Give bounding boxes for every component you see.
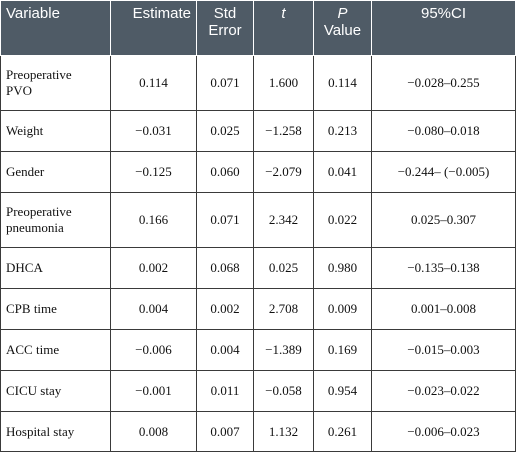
cell-variable: Gender <box>0 151 111 193</box>
cell-p: 0.041 <box>313 151 372 193</box>
cell-ci: −0.015–0.003 <box>371 329 516 371</box>
header-std-error-line2: Error <box>208 22 242 39</box>
table-row: Hospital stay 0.008 0.007 1.132 0.261 −0… <box>0 411 516 452</box>
cell-t: −1.258 <box>253 110 314 152</box>
table-row: Weight −0.031 0.025 −1.258 0.213 −0.080–… <box>0 110 516 152</box>
cell-t: −1.389 <box>253 329 314 371</box>
variable-line2: pneumonia <box>6 220 64 235</box>
header-std-error: Std Error <box>196 0 254 56</box>
header-p-line1: P <box>337 5 348 22</box>
cell-ci: −0.023–0.022 <box>371 370 516 412</box>
table-row: CICU stay −0.001 0.011 −0.058 0.954 −0.0… <box>0 370 516 412</box>
cell-std-error: 0.007 <box>196 411 254 452</box>
cell-std-error: 0.071 <box>196 55 254 111</box>
cell-estimate: 0.114 <box>110 55 197 111</box>
table-row: Preoperative PVO 0.114 0.071 1.600 0.114 … <box>0 55 516 111</box>
header-p-line2: Value <box>323 22 362 39</box>
cell-p: 0.114 <box>313 55 372 111</box>
cell-t: 1.600 <box>253 55 314 111</box>
cell-p: 0.954 <box>313 370 372 412</box>
cell-ci: −0.028–0.255 <box>371 55 516 111</box>
cell-p: 0.169 <box>313 329 372 371</box>
header-variable: Variable <box>0 0 111 56</box>
cell-std-error: 0.071 <box>196 192 254 248</box>
cell-ci: −0.080–0.018 <box>371 110 516 152</box>
cell-ci: 0.001–0.008 <box>371 288 516 330</box>
cell-estimate: −0.001 <box>110 370 197 412</box>
header-p-value: P Value <box>313 0 372 56</box>
cell-variable: ACC time <box>0 329 111 371</box>
cell-t: −2.079 <box>253 151 314 193</box>
cell-ci: −0.006–0.023 <box>371 411 516 452</box>
header-std-error-line1: Std <box>213 5 237 22</box>
cell-t: 2.708 <box>253 288 314 330</box>
table-row: CPB time 0.004 0.002 2.708 0.009 0.001–0… <box>0 288 516 330</box>
cell-std-error: 0.004 <box>196 329 254 371</box>
cell-estimate: 0.002 <box>110 247 197 289</box>
table-row: Preoperative pneumonia 0.166 0.071 2.342 … <box>0 192 516 248</box>
cell-p: 0.980 <box>313 247 372 289</box>
header-variable-text: Variable <box>6 5 60 22</box>
cell-t: 1.132 <box>253 411 314 452</box>
cell-std-error: 0.011 <box>196 370 254 412</box>
header-t-text: t <box>281 5 286 22</box>
cell-estimate: 0.008 <box>110 411 197 452</box>
header-ci-text: 95%CI <box>420 5 467 22</box>
cell-std-error: 0.002 <box>196 288 254 330</box>
cell-t: 0.025 <box>253 247 314 289</box>
header-ci: 95%CI <box>371 0 516 56</box>
table-row: ACC time −0.006 0.004 −1.389 0.169 −0.01… <box>0 329 516 371</box>
table-row: Gender −0.125 0.060 −2.079 0.041 −0.244–… <box>0 151 516 193</box>
cell-p: 0.213 <box>313 110 372 152</box>
cell-estimate: 0.004 <box>110 288 197 330</box>
cell-estimate: 0.166 <box>110 192 197 248</box>
cell-variable: CPB time <box>0 288 111 330</box>
cell-variable: Hospital stay <box>0 411 111 452</box>
variable-line1: Preoperative <box>6 204 72 219</box>
cell-p: 0.261 <box>313 411 372 452</box>
variable-line1: Preoperative <box>6 67 72 82</box>
cell-std-error: 0.068 <box>196 247 254 289</box>
header-estimate: Estimate <box>110 0 197 56</box>
header-row: Variable Estimate Std Error t P Value 95… <box>0 0 516 56</box>
cell-ci: −0.244– (−0.005) <box>371 151 516 193</box>
cell-p: 0.022 <box>313 192 372 248</box>
cell-variable: Preoperative PVO <box>0 55 111 111</box>
cell-estimate: −0.031 <box>110 110 197 152</box>
variable-line2: PVO <box>6 83 33 98</box>
cell-variable: CICU stay <box>0 370 111 412</box>
table-body: Preoperative PVO 0.114 0.071 1.600 0.114 … <box>0 55 516 452</box>
cell-std-error: 0.060 <box>196 151 254 193</box>
cell-ci: −0.135–0.138 <box>371 247 516 289</box>
cell-p: 0.009 <box>313 288 372 330</box>
cell-std-error: 0.025 <box>196 110 254 152</box>
cell-variable: DHCA <box>0 247 111 289</box>
header-estimate-text: Estimate <box>132 5 191 22</box>
table-row: DHCA 0.002 0.068 0.025 0.980 −0.135–0.13… <box>0 247 516 289</box>
cell-estimate: −0.125 <box>110 151 197 193</box>
cell-variable: Weight <box>0 110 111 152</box>
cell-variable: Preoperative pneumonia <box>0 192 111 248</box>
cell-t: 2.342 <box>253 192 314 248</box>
cell-t: −0.058 <box>253 370 314 412</box>
header-t: t <box>253 0 314 56</box>
cell-ci: 0.025–0.307 <box>371 192 516 248</box>
cell-estimate: −0.006 <box>110 329 197 371</box>
table-header: Variable Estimate Std Error t P Value 95… <box>0 0 516 56</box>
